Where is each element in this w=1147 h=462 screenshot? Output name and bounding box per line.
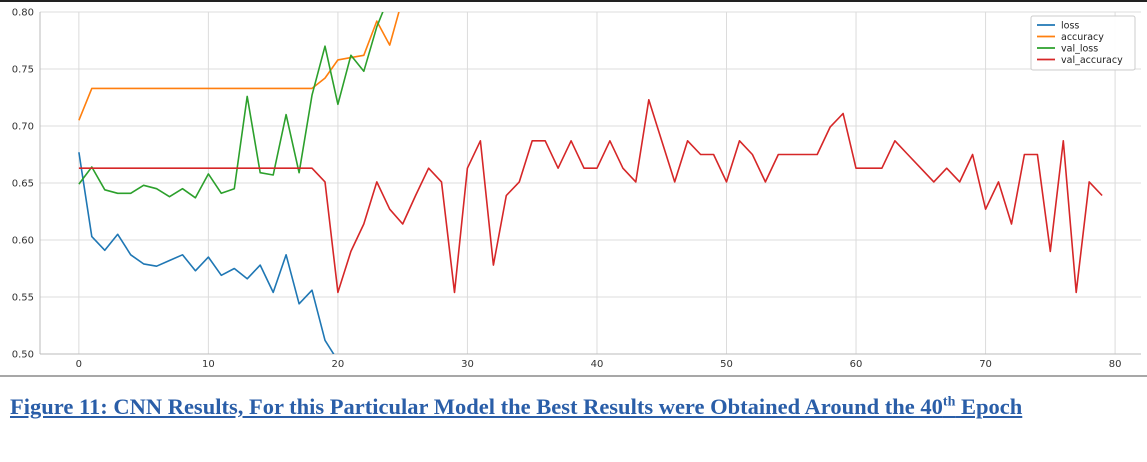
x-tick-label: 70 bbox=[979, 359, 992, 370]
y-tick-label: 0.80 bbox=[12, 8, 34, 19]
y-tick-label: 0.65 bbox=[12, 179, 34, 190]
series-line-val-accuracy bbox=[78, 99, 1103, 294]
y-tick-label: 0.50 bbox=[12, 350, 34, 361]
x-tick-label: 60 bbox=[850, 359, 863, 370]
x-tick-label: 20 bbox=[332, 359, 345, 370]
series-line-val-loss bbox=[78, 12, 384, 199]
chart-area: 0 10 20 30 40 50 60 70 80 0.50 0.55 0.60 0.65 0.70 0.7… bbox=[0, 0, 1147, 377]
legend-label-accuracy: accuracy bbox=[1061, 32, 1104, 43]
y-tick-label: 0.55 bbox=[12, 293, 34, 304]
caption-superscript: th bbox=[942, 394, 956, 410]
series-line-loss bbox=[78, 152, 335, 354]
x-tick-label: 80 bbox=[1109, 359, 1122, 370]
x-tick-label: 50 bbox=[720, 359, 733, 370]
line-chart: 0 10 20 30 40 50 60 70 80 0.50 0.55 0.60 0.65 0.70 0.7… bbox=[0, 0, 1147, 377]
y-tick-label: 0.70 bbox=[12, 122, 34, 133]
y-tick-label: 0.60 bbox=[12, 236, 34, 247]
legend-label-val-accuracy: val_accuracy bbox=[1061, 55, 1123, 66]
x-tick-label: 40 bbox=[591, 359, 604, 370]
legend-label-loss: loss bbox=[1061, 20, 1079, 31]
legend-label-val-loss: val_loss bbox=[1061, 43, 1098, 54]
caption-text: Figure 11: CNN Results, For this Particu… bbox=[10, 394, 943, 419]
x-tick-label: 10 bbox=[202, 359, 215, 370]
legend-box bbox=[1030, 15, 1136, 71]
series-line-accuracy bbox=[78, 12, 400, 121]
x-tick-label: 0 bbox=[76, 359, 82, 370]
caption-text-end: Epoch bbox=[955, 394, 1023, 419]
x-tick-label: 30 bbox=[461, 359, 474, 370]
figure-caption: Figure 11: CNN Results, For this Particu… bbox=[10, 393, 1140, 420]
gridlines bbox=[40, 11, 1141, 355]
y-tick-label: 0.75 bbox=[12, 65, 34, 76]
series-lines bbox=[78, 12, 1103, 354]
